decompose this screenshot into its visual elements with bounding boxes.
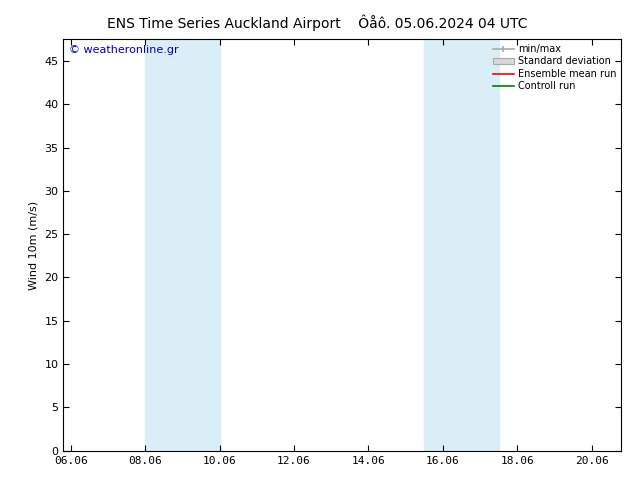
Text: ENS Time Series Auckland Airport    Ôåô. 05.06.2024 04 UTC: ENS Time Series Auckland Airport Ôåô. 05… (107, 15, 527, 31)
Bar (424, 39, 498, 451)
Bar (145, 39, 219, 451)
Text: © weatheronline.gr: © weatheronline.gr (69, 46, 179, 55)
Legend: min/max, Standard deviation, Ensemble mean run, Controll run: min/max, Standard deviation, Ensemble me… (489, 41, 619, 94)
Y-axis label: Wind 10m (m/s): Wind 10m (m/s) (29, 200, 39, 290)
